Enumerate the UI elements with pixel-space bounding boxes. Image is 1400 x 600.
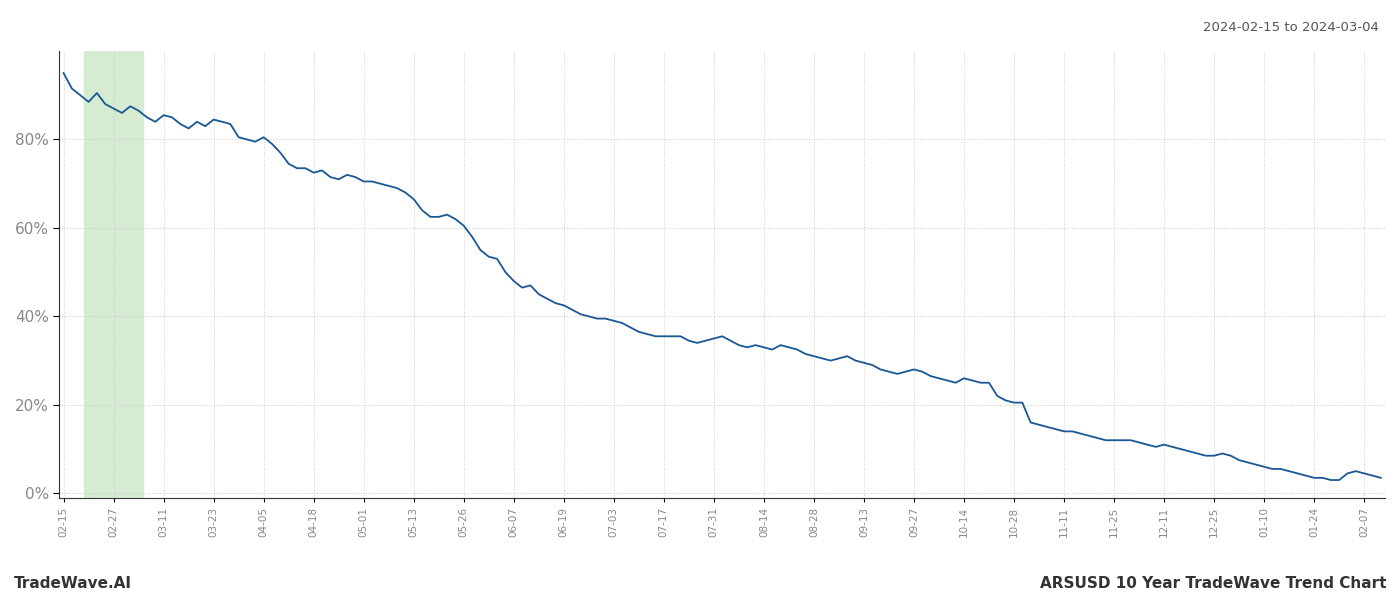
Text: 2024-02-15 to 2024-03-04: 2024-02-15 to 2024-03-04 xyxy=(1203,21,1379,34)
Bar xyxy=(84,51,143,498)
Text: TradeWave.AI: TradeWave.AI xyxy=(14,576,132,591)
Text: ARSUSD 10 Year TradeWave Trend Chart: ARSUSD 10 Year TradeWave Trend Chart xyxy=(1039,576,1386,591)
